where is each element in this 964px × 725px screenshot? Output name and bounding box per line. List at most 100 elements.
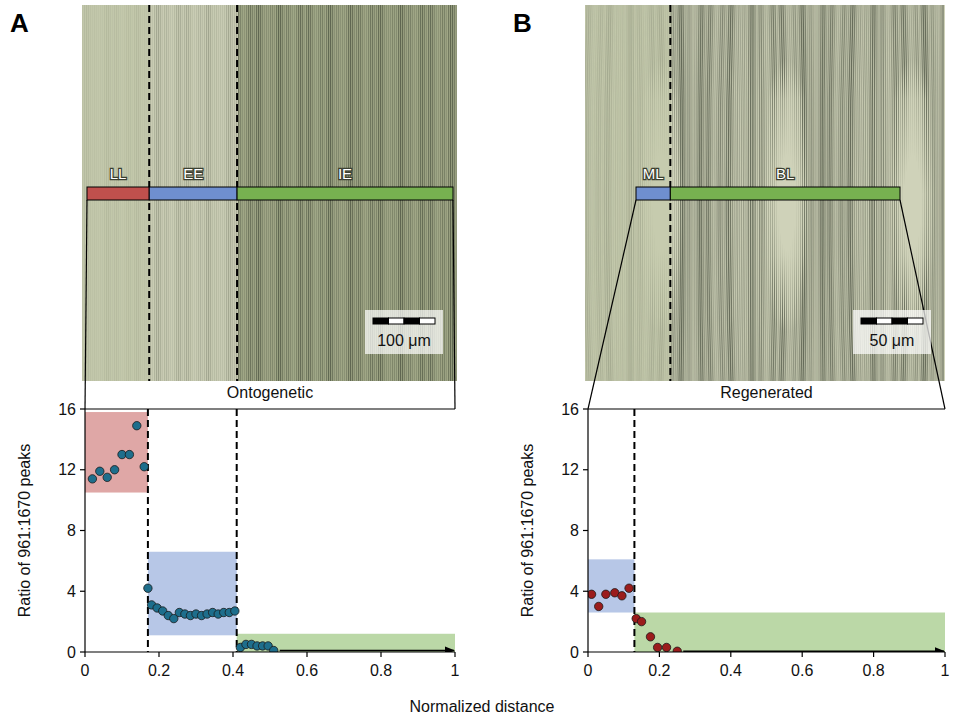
scale-bar-patch [853, 310, 931, 354]
y-tick [80, 651, 85, 652]
x-tick-label: 0.2 [648, 662, 670, 679]
region-label: IE [338, 165, 352, 182]
x-tick-label: 0.2 [148, 662, 170, 679]
x-tick [873, 652, 874, 657]
y-tick-label: 4 [67, 583, 76, 600]
micrograph-tint [939, 5, 941, 381]
x-tick-label: 1 [451, 662, 460, 679]
zoom-line [85, 200, 87, 409]
y-tick [80, 530, 85, 531]
panel-1: RegeneratedMLBL50 μmB048121600.20.40.60.… [513, 5, 950, 679]
x-tick [158, 652, 159, 657]
scale-bar-segment [404, 318, 420, 324]
y-tick [583, 651, 588, 652]
data-point [140, 463, 148, 471]
plot-area [588, 409, 945, 652]
panel-0: OntogeneticLLEEIE100 μmA048121600.20.40.… [10, 5, 460, 679]
region-bar [670, 187, 900, 200]
region-shade [148, 552, 237, 636]
micrograph-stripe [620, 5, 621, 381]
scale-bar-patch [365, 310, 443, 354]
x-tick [944, 652, 945, 657]
x-axis-title: Normalized distance [410, 698, 555, 715]
micrograph-stripe [456, 5, 457, 381]
region-label: BL [776, 165, 794, 182]
data-point [646, 633, 654, 641]
y-tick [80, 591, 85, 592]
data-point [270, 646, 278, 652]
zoom-line [588, 408, 945, 409]
x-tick [802, 652, 803, 657]
y-tick-label: 8 [570, 522, 579, 539]
x-tick-label: 0.4 [222, 662, 244, 679]
x-tick-label: 0.6 [296, 662, 318, 679]
x-tick-label: 0 [81, 662, 90, 679]
micrograph-ground [585, 5, 945, 381]
panel-letter: B [513, 8, 532, 38]
micrograph-stripe [933, 5, 934, 381]
data-point [618, 592, 626, 600]
data-point [110, 466, 118, 474]
panel-letter: A [10, 8, 29, 38]
y-tick [583, 408, 588, 409]
y-tick [80, 469, 85, 470]
data-point [231, 607, 239, 615]
micrograph-stripe [942, 5, 943, 381]
x-tick [659, 652, 660, 657]
data-point [96, 467, 104, 475]
x-tick [587, 652, 588, 657]
zoom-line [588, 200, 636, 409]
data-point [88, 475, 96, 483]
x-tick [454, 652, 455, 657]
y-tick [80, 408, 85, 409]
region-bar [237, 187, 453, 200]
region-shade [634, 613, 945, 652]
micrograph-stripe [618, 5, 619, 381]
y-tick [583, 591, 588, 592]
micrograph-stripe [82, 5, 83, 381]
micrograph [585, 5, 945, 381]
micrograph-tint [931, 5, 933, 381]
micrograph-tint [943, 5, 945, 381]
micrograph-stripe [632, 5, 634, 381]
micrograph-tint [631, 5, 633, 381]
panel-title: Ontogenetic [227, 384, 313, 401]
y-tick-label: 0 [67, 644, 76, 661]
y-tick-label: 16 [561, 401, 579, 418]
data-point [144, 584, 152, 592]
y-tick-label: 12 [561, 461, 579, 478]
data-point [662, 643, 670, 651]
x-tick-label: 0.8 [862, 662, 884, 679]
x-tick-label: 0.8 [370, 662, 392, 679]
micrograph-stripe [622, 5, 624, 381]
continuation-arrow [280, 650, 454, 652]
data-point [595, 602, 603, 610]
y-axis-title: Ratio of 961:1670 peaks [519, 444, 536, 617]
x-tick [730, 652, 731, 657]
y-tick-label: 12 [58, 461, 76, 478]
data-point [673, 647, 681, 652]
scale-bar-label: 100 μm [377, 332, 431, 349]
micrograph-tint [623, 5, 625, 381]
panel-title: Regenerated [720, 384, 813, 401]
y-tick-label: 0 [570, 644, 579, 661]
x-tick [306, 652, 307, 657]
data-point [653, 643, 661, 651]
micrograph-tint [933, 5, 935, 381]
x-axis [85, 651, 455, 652]
x-axis [588, 651, 945, 652]
region-shade [85, 412, 148, 492]
plot-boundary [236, 409, 238, 652]
x-tick-label: 1 [941, 662, 950, 679]
micrograph-stripe [935, 5, 936, 381]
data-point [625, 584, 633, 592]
micrograph-tint [941, 5, 943, 381]
data-point [103, 473, 111, 481]
data-point [602, 590, 610, 598]
micrograph-tint [617, 5, 619, 381]
region-bar [149, 187, 237, 200]
region-bar [87, 187, 149, 200]
y-tick-label: 16 [58, 401, 76, 418]
region-label: EE [183, 165, 203, 182]
scale-bar-label: 50 μm [870, 332, 915, 349]
